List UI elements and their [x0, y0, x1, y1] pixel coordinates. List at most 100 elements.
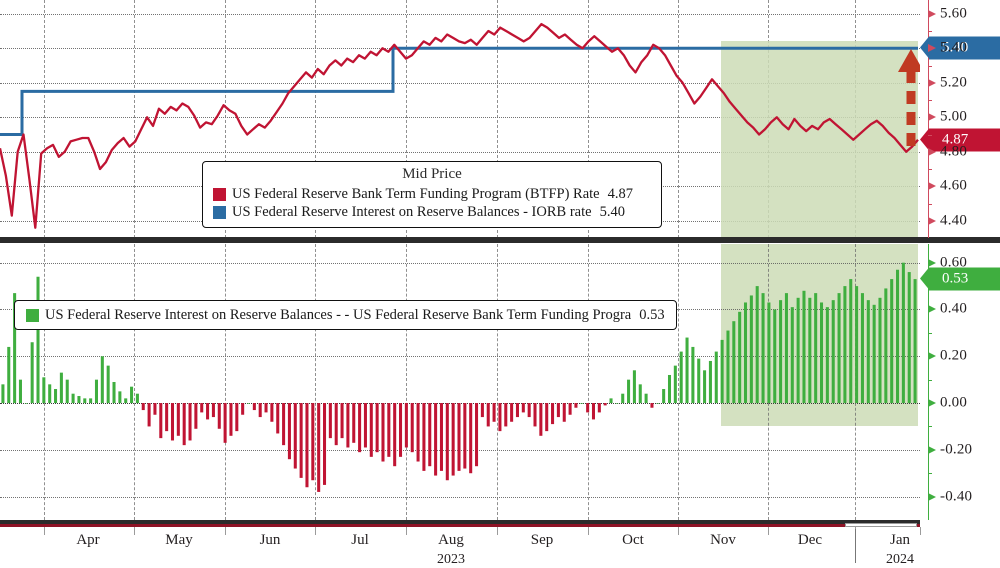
histogram-bar: [235, 403, 238, 431]
histogram-bar: [241, 403, 244, 415]
time-axis-range-indicator: [0, 524, 920, 527]
time-axis[interactable]: AprMayJunJulAugSepOctNovDecJan20232024: [0, 520, 920, 567]
histogram-bar: [884, 288, 887, 403]
histogram-bar: [861, 293, 864, 403]
histogram-bar: [662, 389, 665, 403]
histogram-bar: [399, 403, 402, 457]
histogram-bar: [300, 403, 303, 478]
histogram-bar: [323, 403, 326, 485]
histogram-bar: [282, 403, 285, 445]
legend-row-spread[interactable]: US Federal Reserve Interest on Reserve B…: [26, 306, 665, 324]
histogram-bar: [25, 403, 28, 404]
axis-tick-label: 0.60: [940, 254, 967, 271]
histogram-bar: [762, 293, 765, 403]
histogram-bar: [551, 403, 554, 424]
legend-row-iorb[interactable]: US Federal Reserve Interest on Reserve B…: [213, 203, 651, 221]
axis-tick-arrow-icon: [928, 44, 936, 52]
spread-axis[interactable]: 0.53 0.600.400.200.00-0.20-0.40: [920, 244, 1000, 520]
histogram-bar: [189, 403, 192, 440]
histogram-bar: [463, 403, 466, 468]
histogram-bar: [387, 403, 390, 457]
histogram-bar: [522, 403, 525, 412]
histogram-bar: [826, 307, 829, 403]
axis-tick-arrow-icon: [928, 259, 936, 267]
green-swatch-icon: [26, 309, 39, 322]
histogram-bar: [48, 384, 51, 403]
time-axis-tick: [406, 527, 407, 535]
histogram-bar: [808, 298, 811, 403]
histogram-bar: [592, 403, 595, 419]
histogram-bar: [153, 403, 156, 415]
axis-tick-label: 4.40: [940, 212, 967, 229]
histogram-bar: [66, 380, 69, 403]
year-boundary-separator: [855, 529, 856, 563]
histogram-bar: [31, 342, 34, 403]
time-axis-month-label: Aug: [438, 532, 464, 549]
histogram-bar: [802, 291, 805, 403]
histogram-bar: [639, 384, 642, 403]
legend-row-btfp[interactable]: US Federal Reserve Bank Term Funding Pro…: [213, 185, 651, 203]
axis-minor-tick: [928, 473, 932, 474]
histogram-bar: [72, 394, 75, 403]
histogram-bar: [785, 293, 788, 403]
axis-minor-tick: [928, 169, 932, 170]
axis-minor-tick: [928, 100, 932, 101]
time-axis-month-label: Sep: [531, 532, 554, 549]
price-axis[interactable]: 5.40 4.87 5.605.405.205.004.804.604.40: [920, 0, 1000, 238]
time-axis-year-label: 2024: [886, 552, 914, 568]
histogram-bar: [218, 403, 221, 429]
histogram-bar: [563, 403, 566, 422]
histogram-bar: [674, 366, 677, 403]
time-axis-tick: [315, 527, 316, 535]
histogram-bar: [686, 338, 689, 403]
histogram-bar: [428, 403, 431, 466]
histogram-bar: [200, 403, 203, 412]
histogram-bar: [528, 403, 531, 417]
histogram-bar: [457, 403, 460, 471]
histogram-bar: [422, 403, 425, 471]
histogram-bar: [855, 286, 858, 403]
price-legend[interactable]: Mid Price US Federal Reserve Bank Term F…: [202, 161, 662, 228]
histogram-bar: [206, 403, 209, 419]
histogram-bar: [832, 300, 835, 403]
histogram-bar: [814, 293, 817, 403]
axis-tick-label: 5.00: [940, 109, 967, 126]
histogram-bar: [83, 398, 86, 403]
axis-minor-tick: [928, 66, 932, 67]
time-axis-tick: [768, 527, 769, 535]
histogram-bar: [101, 356, 104, 403]
histogram-bar: [7, 347, 10, 403]
histogram-bar: [580, 403, 583, 404]
blue-swatch-icon: [213, 206, 226, 219]
histogram-bar: [697, 359, 700, 403]
histogram-bar: [767, 302, 770, 403]
spread-histogram-panel[interactable]: [0, 244, 920, 520]
histogram-bar: [539, 403, 542, 436]
histogram-bar: [732, 321, 735, 403]
histogram-bar: [481, 403, 484, 417]
histogram-bar: [341, 403, 344, 438]
histogram-bar: [118, 391, 121, 403]
histogram-bar: [329, 403, 332, 438]
time-axis-month-label: Jul: [351, 532, 369, 549]
time-axis-tick: [588, 527, 589, 535]
histogram-bar: [317, 403, 320, 492]
histogram-bar: [557, 403, 560, 417]
histogram-bar: [598, 403, 601, 412]
histogram-bar: [311, 403, 314, 480]
legend-value-iorb: 5.40: [600, 203, 625, 221]
spread-legend[interactable]: US Federal Reserve Interest on Reserve B…: [14, 300, 677, 330]
histogram-bar: [545, 403, 548, 431]
histogram-bar: [253, 403, 256, 410]
histogram-bar: [107, 366, 110, 403]
histogram-bar: [434, 403, 437, 476]
time-axis-tick: [678, 527, 679, 535]
axis-tick-label: 5.20: [940, 74, 967, 91]
axis-tick-arrow-icon: [928, 79, 936, 87]
histogram-bar: [42, 377, 45, 403]
axis-tick-arrow-icon: [928, 493, 936, 501]
trend-arrow-annotation: [898, 49, 920, 146]
histogram-bar: [224, 403, 227, 443]
histogram-bar: [744, 302, 747, 403]
time-axis-month-label: May: [165, 532, 193, 549]
